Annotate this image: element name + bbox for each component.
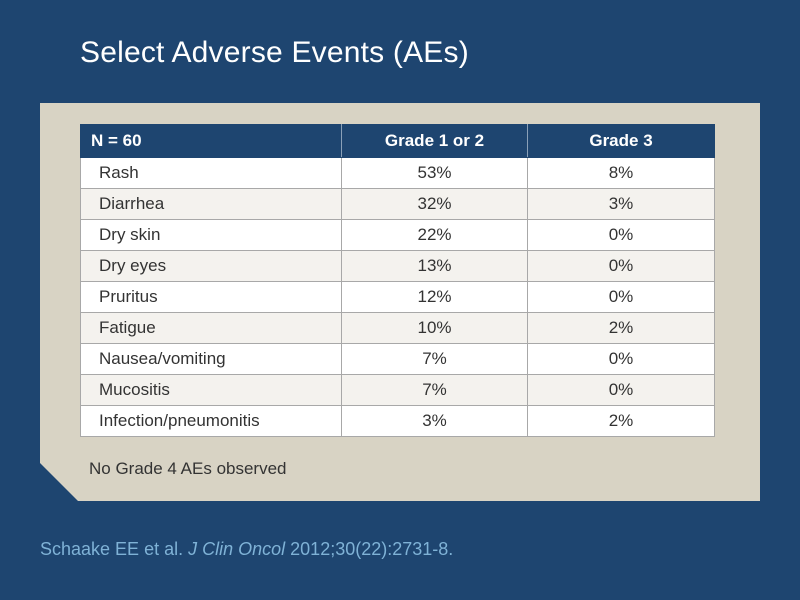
grade-3-cell: 0% <box>527 374 715 406</box>
event-cell: Mucositis <box>80 374 342 406</box>
table-row: Pruritus 12% 0% <box>80 281 715 313</box>
citation-details: 2012;30(22):2731-8. <box>290 539 454 559</box>
grade-1-2-cell: 53% <box>341 157 528 189</box>
column-header-n: N = 60 <box>80 124 342 158</box>
grade-1-2-cell: 7% <box>341 374 528 406</box>
event-cell: Pruritus <box>80 281 342 313</box>
table-row: Dry skin 22% 0% <box>80 219 715 251</box>
grade-1-2-cell: 12% <box>341 281 528 313</box>
footnote: No Grade 4 AEs observed <box>89 459 287 478</box>
grade-3-cell: 0% <box>527 281 715 313</box>
grade-1-2-cell: 32% <box>341 188 528 220</box>
grade-3-cell: 0% <box>527 343 715 375</box>
column-header-grade-1-2: Grade 1 or 2 <box>341 124 528 158</box>
grade-3-cell: 2% <box>527 405 715 437</box>
event-cell: Dry eyes <box>80 250 342 282</box>
grade-3-cell: 0% <box>527 250 715 282</box>
adverse-events-table: N = 60 Grade 1 or 2 Grade 3 Rash 53% 8% … <box>80 124 715 437</box>
grade-1-2-cell: 10% <box>341 312 528 344</box>
table-row: Diarrhea 32% 3% <box>80 188 715 220</box>
grade-1-2-cell: 13% <box>341 250 528 282</box>
grade-3-cell: 3% <box>527 188 715 220</box>
column-header-grade-3: Grade 3 <box>527 124 715 158</box>
grade-1-2-cell: 7% <box>341 343 528 375</box>
table-row: Dry eyes 13% 0% <box>80 250 715 282</box>
event-cell: Infection/pneumonitis <box>80 405 342 437</box>
citation: Schaake EE et al. J Clin Oncol 2012;30(2… <box>40 539 453 560</box>
table-row: Nausea/vomiting 7% 0% <box>80 343 715 375</box>
event-cell: Nausea/vomiting <box>80 343 342 375</box>
citation-authors: Schaake EE et al. <box>40 539 184 559</box>
table-row: Mucositis 7% 0% <box>80 374 715 406</box>
grade-3-cell: 8% <box>527 157 715 189</box>
table-header-row: N = 60 Grade 1 or 2 Grade 3 <box>80 124 715 158</box>
event-cell: Rash <box>80 157 342 189</box>
table-row: Infection/pneumonitis 3% 2% <box>80 405 715 437</box>
grade-1-2-cell: 3% <box>341 405 528 437</box>
slide-title: Select Adverse Events (AEs) <box>80 36 469 69</box>
grade-3-cell: 0% <box>527 219 715 251</box>
table-row: Fatigue 10% 2% <box>80 312 715 344</box>
citation-journal: J Clin Oncol <box>188 539 286 559</box>
event-cell: Fatigue <box>80 312 342 344</box>
grade-1-2-cell: 22% <box>341 219 528 251</box>
grade-3-cell: 2% <box>527 312 715 344</box>
table-row: Rash 53% 8% <box>80 157 715 189</box>
event-cell: Diarrhea <box>80 188 342 220</box>
event-cell: Dry skin <box>80 219 342 251</box>
